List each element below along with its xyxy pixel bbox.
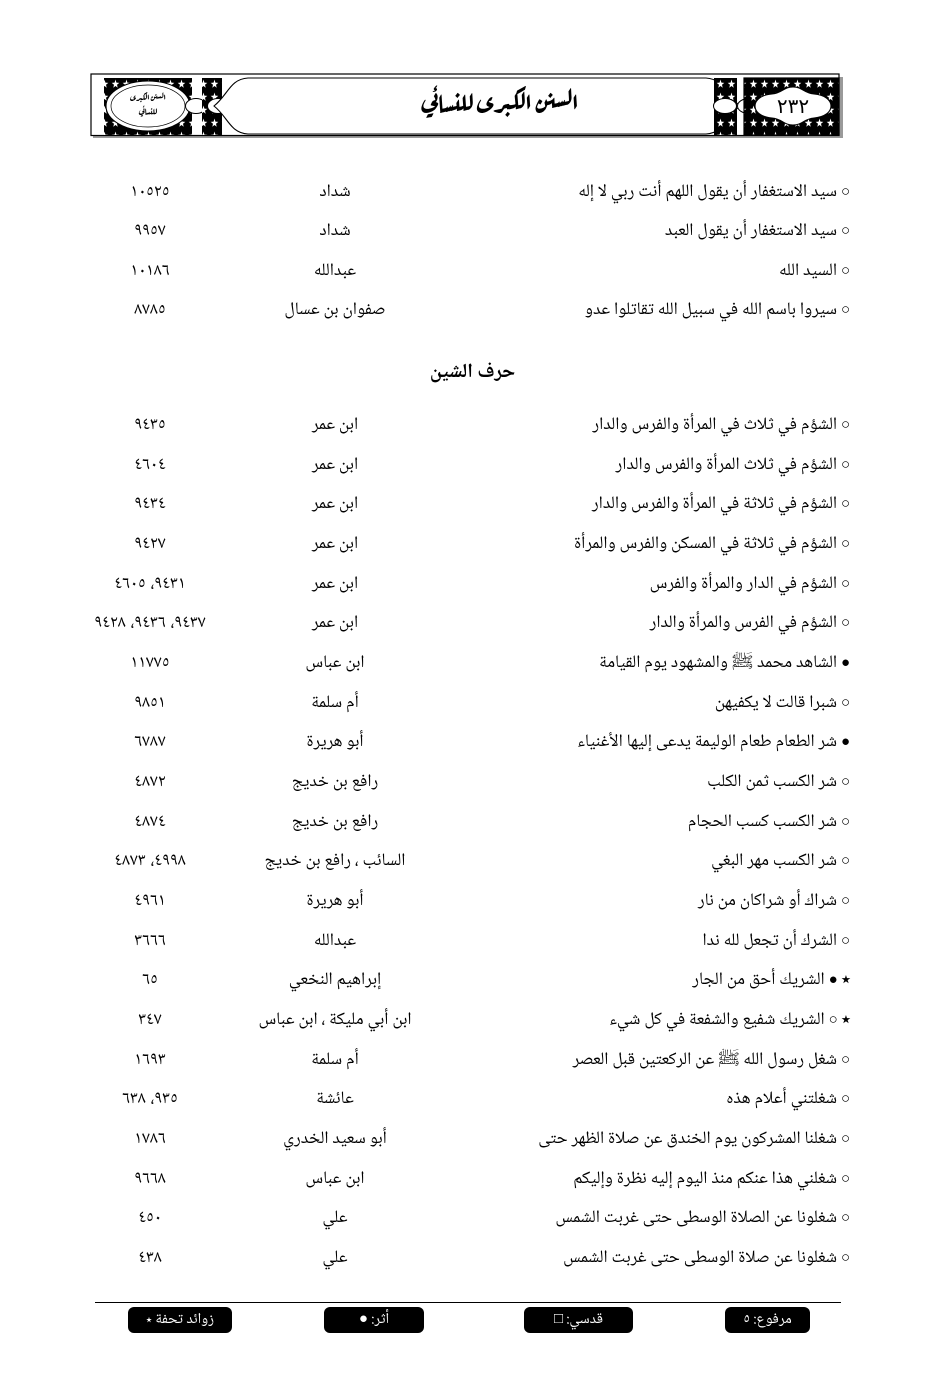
svg-text:٢٣٢: ٢٣٢ bbox=[777, 96, 809, 118]
svg-text:السنن الكبرى للنسائي: السنن الكبرى للنسائي bbox=[420, 80, 578, 120]
svg-text:للنسائي: للنسائي bbox=[138, 104, 158, 118]
svg-text:السنن الكبرى: السنن الكبرى bbox=[129, 90, 166, 104]
